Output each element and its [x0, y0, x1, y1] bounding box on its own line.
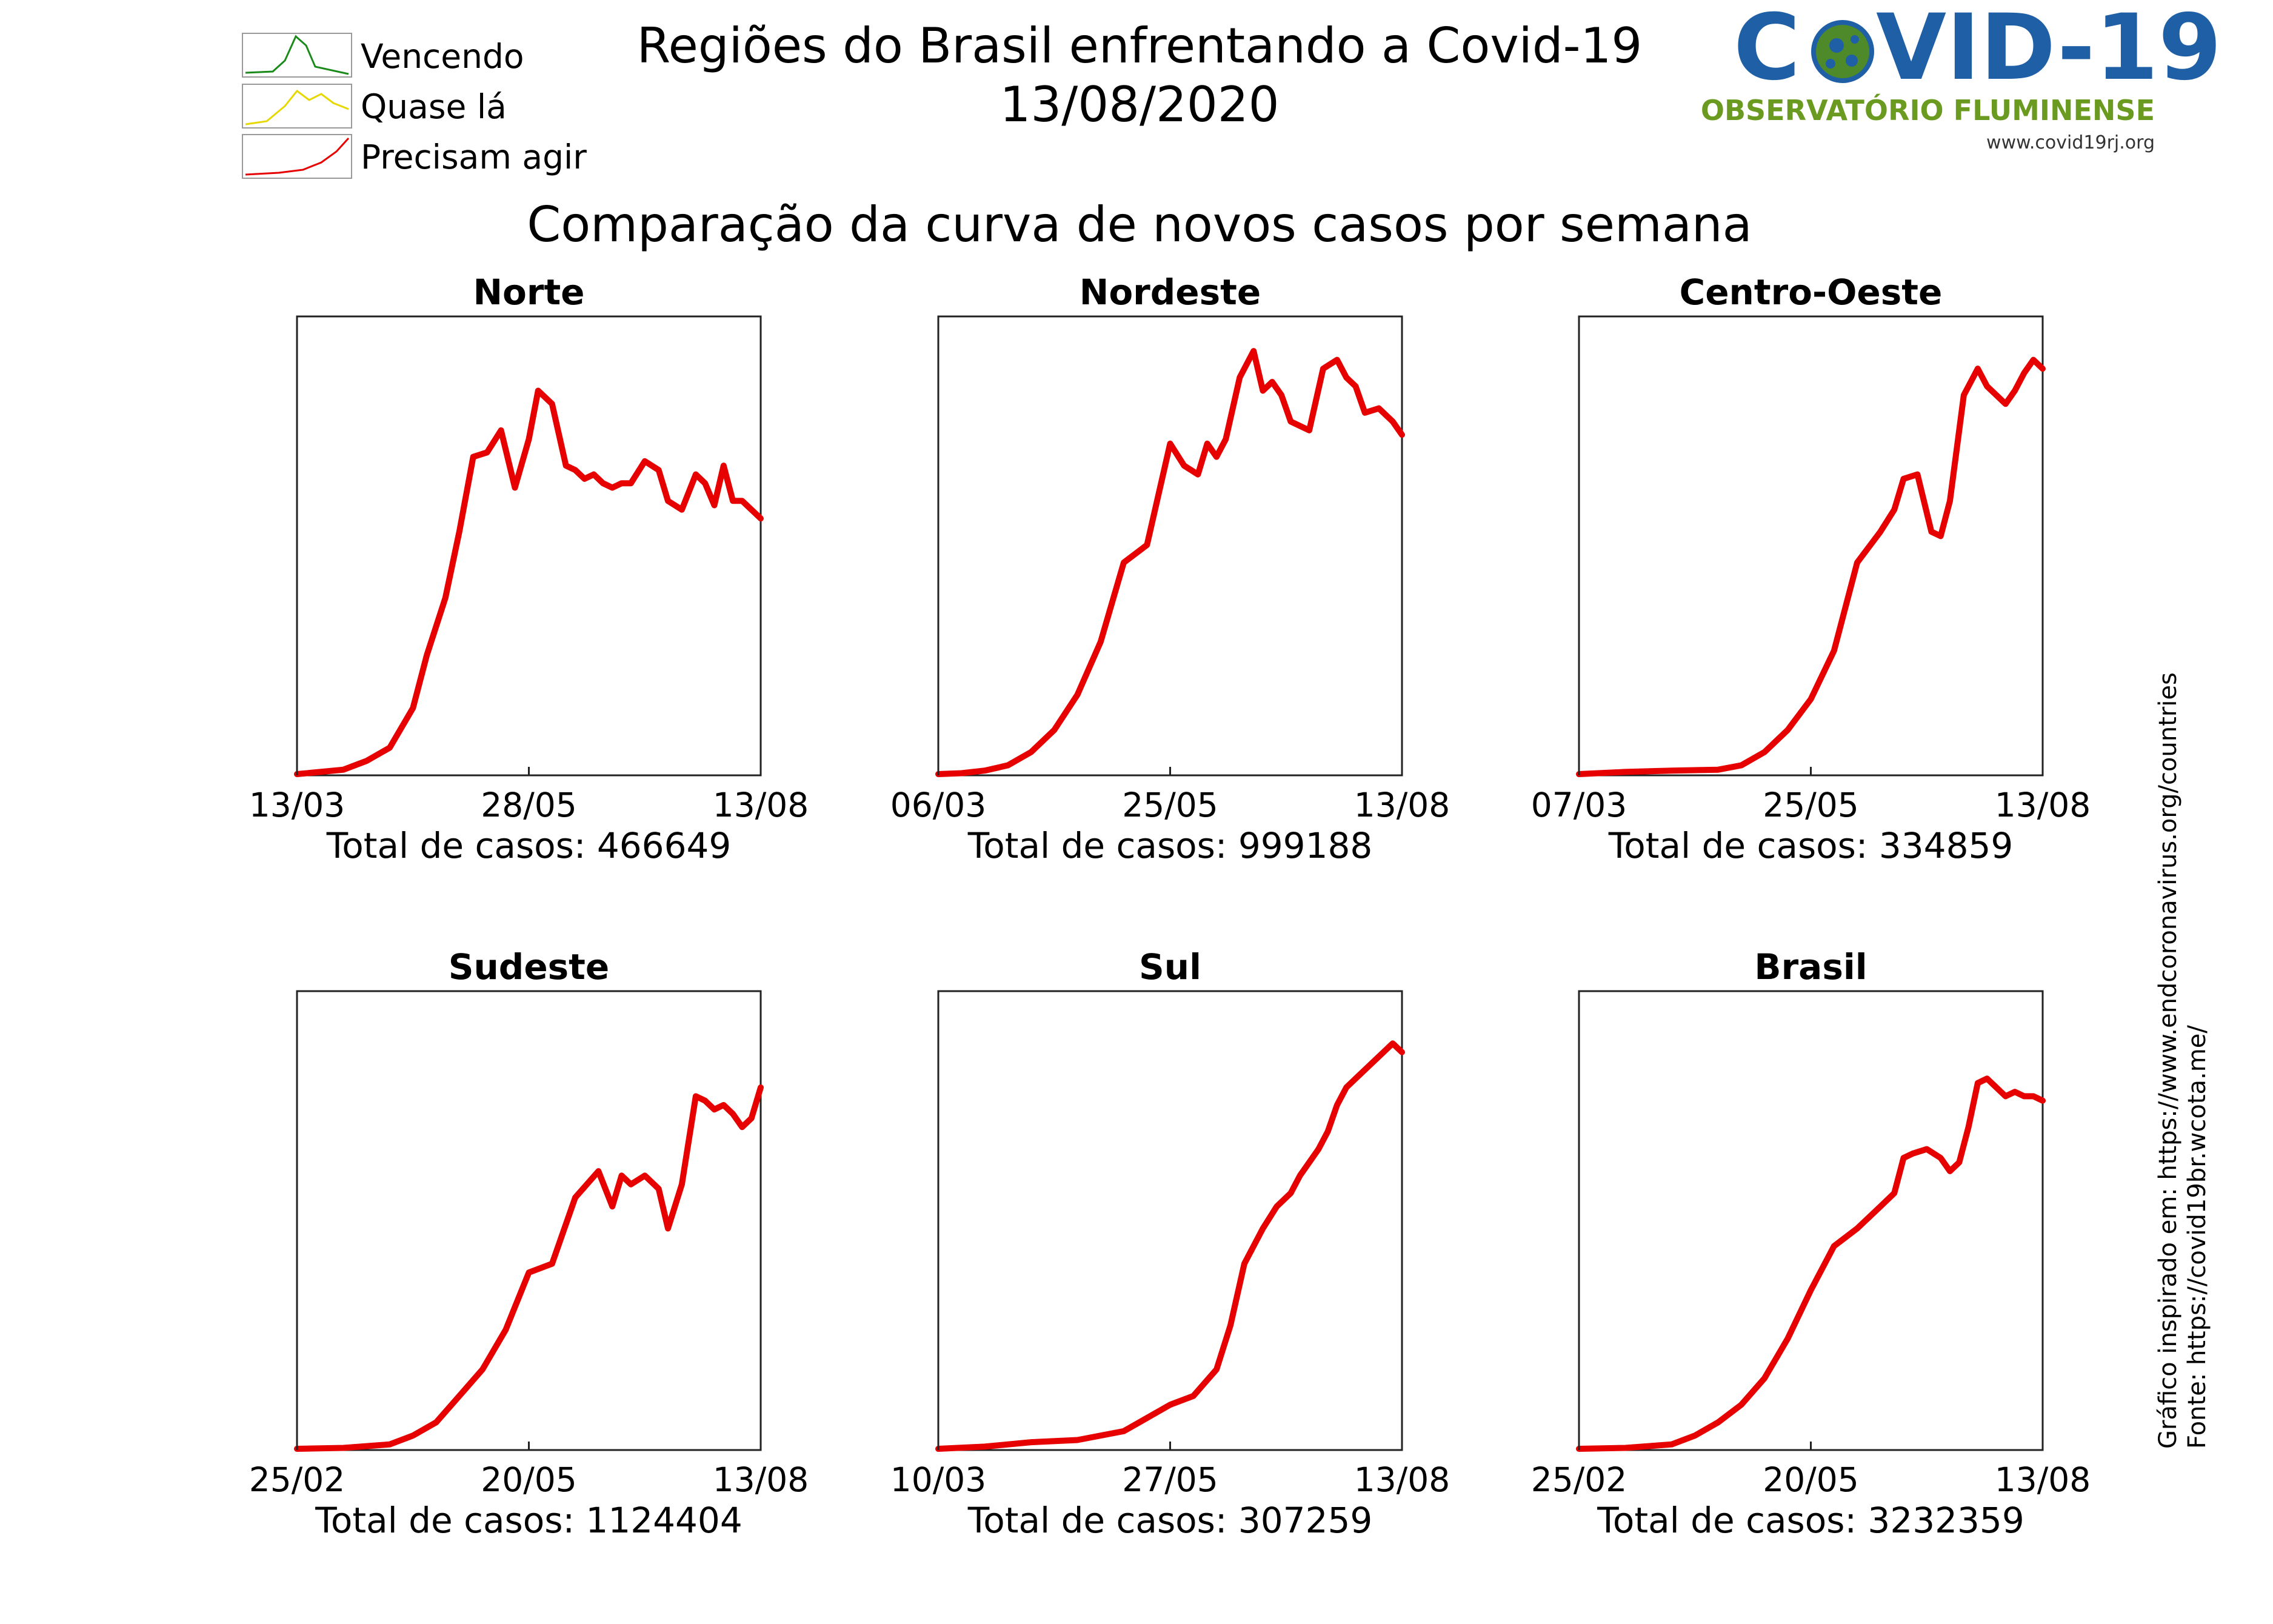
panel-title: Brasil — [1754, 946, 1867, 987]
logo-title-right: VID-19 — [1876, 0, 2221, 101]
logo: C VID-19 OBSERVATÓRIO FLUMINENSE www.cov… — [1701, 0, 2221, 153]
x-tick-label: 13/08 — [1995, 1460, 2091, 1499]
virus-icon — [1811, 20, 1874, 83]
legend-line-vencendo — [245, 35, 349, 75]
x-tick-label: 13/08 — [713, 786, 809, 824]
logo-subtitle: OBSERVATÓRIO FLUMINENSE — [1701, 94, 2155, 127]
total-cases-label: Total de casos: 999188 — [967, 825, 1373, 866]
plot-area — [937, 990, 1403, 1451]
x-tick-label: 25/02 — [249, 1460, 345, 1499]
total-cases-label: Total de casos: 307259 — [967, 1500, 1373, 1541]
plot-area — [296, 990, 762, 1451]
series-line — [294, 1084, 764, 1452]
panel-title: Sudeste — [449, 946, 610, 987]
x-tick-label: 13/08 — [1995, 786, 2091, 824]
total-cases-label: Total de casos: 466649 — [326, 825, 732, 866]
x-tick-label: 13/08 — [1354, 1460, 1450, 1499]
panel-title: Centro-Oeste — [1680, 272, 1943, 313]
total-cases-label: Total de casos: 1124404 — [315, 1500, 742, 1541]
x-tick-label: 06/03 — [890, 786, 987, 824]
x-tick-label: 28/05 — [481, 786, 577, 824]
series-line — [1576, 356, 2046, 777]
total-cases-label: Total de casos: 3232359 — [1597, 1500, 2024, 1541]
logo-title-left: C — [1734, 0, 1800, 101]
series-line — [935, 1040, 1405, 1452]
series-line — [1576, 1075, 2046, 1452]
page-date: 13/08/2020 — [1000, 76, 1279, 133]
panel-title: Sul — [1139, 946, 1201, 987]
x-tick-label: 25/02 — [1531, 1460, 1627, 1499]
x-tick-label: 13/03 — [249, 786, 345, 824]
plot-area — [1578, 990, 2044, 1451]
side-note-source: Fonte: https://covid19br.wcota.me/ — [2183, 1025, 2211, 1449]
logo-url: www.covid19rj.org — [1986, 132, 2155, 153]
legend-label-precisam-agir: Precisam agir — [361, 138, 587, 176]
x-tick-label: 27/05 — [1122, 1460, 1218, 1499]
legend-label-vencendo: Vencendo — [361, 37, 524, 76]
x-tick-label: 25/05 — [1122, 786, 1218, 824]
plot-area — [296, 315, 762, 777]
legend-swatch-vencendo — [242, 33, 352, 78]
plot-area — [1578, 315, 2044, 777]
chart-subtitle: Comparação da curva de novos casos por s… — [527, 196, 1752, 253]
x-tick-label: 10/03 — [890, 1460, 987, 1499]
x-tick-label: 13/08 — [1354, 786, 1450, 824]
x-tick-label: 25/05 — [1763, 786, 1859, 824]
legend-line-precisam-agir — [245, 137, 350, 176]
page-title: Regiões do Brasil enfrentando a Covid-19 — [637, 18, 1643, 74]
side-note-inspiration: Gráfico inspirado em: https://www.endcor… — [2154, 672, 2182, 1449]
x-tick-label: 20/05 — [481, 1460, 577, 1499]
panel-title: Nordeste — [1080, 272, 1261, 313]
x-tick-label: 07/03 — [1531, 786, 1627, 824]
series-line — [935, 348, 1405, 777]
x-tick-label: 20/05 — [1763, 1460, 1859, 1499]
x-tick-label: 13/08 — [713, 1460, 809, 1499]
legend-swatch-precisam-agir — [242, 134, 352, 179]
plot-area — [937, 315, 1403, 777]
legend: Vencendo Quase lá Precisam agir — [242, 33, 587, 179]
legend-label-quase-la: Quase lá — [361, 87, 507, 126]
total-cases-label: Total de casos: 334859 — [1608, 825, 2014, 866]
series-line — [294, 387, 764, 777]
legend-line-quase-la — [245, 89, 349, 125]
panel-title: Norte — [473, 272, 584, 313]
